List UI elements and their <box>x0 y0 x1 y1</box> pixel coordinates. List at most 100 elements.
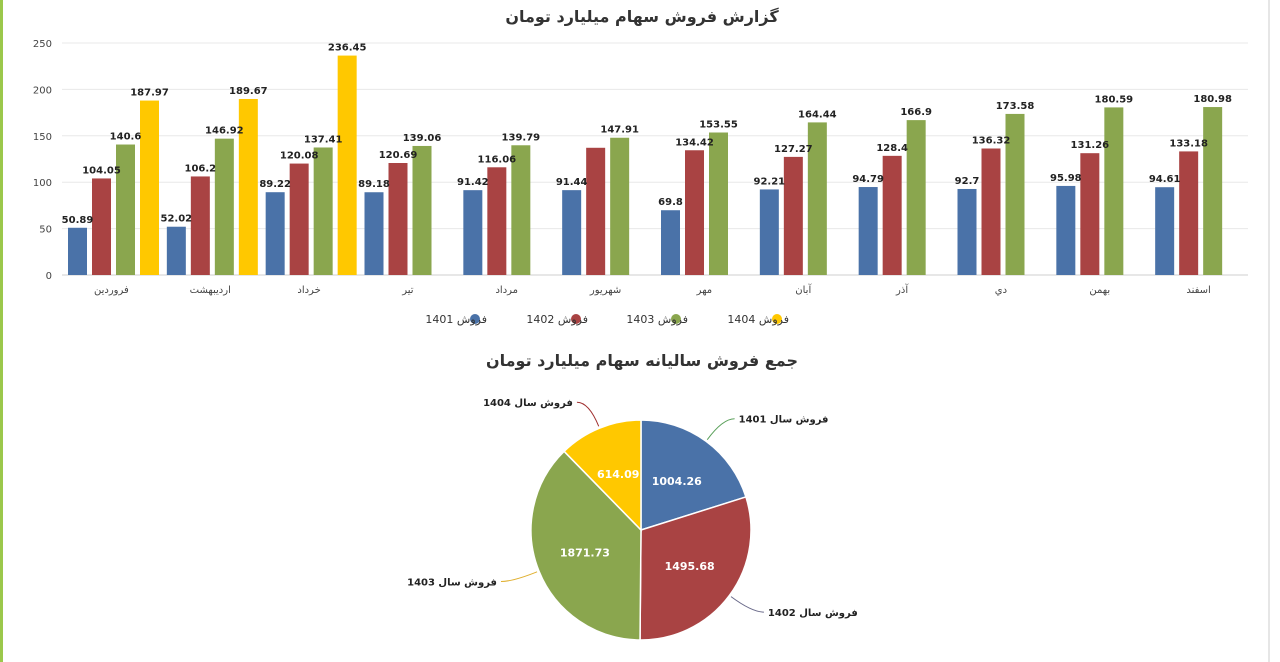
bar-value-label: 116.06 <box>478 154 517 165</box>
bar-1-1 <box>68 227 87 275</box>
pie-slice-name: فروش سال 1403 <box>407 578 497 589</box>
bar-1-8 <box>759 189 779 275</box>
pie-value-label: 1004.26 <box>652 475 702 488</box>
pie-slices <box>530 419 752 641</box>
bar-value-label: 92.21 <box>754 176 786 187</box>
bar-value-label: 127.27 <box>774 144 813 155</box>
bar-1-3 <box>265 192 285 275</box>
frame-left-border <box>0 0 3 662</box>
bar-y-tick-label: 50 <box>39 225 52 236</box>
legend-label: فروش 1401 <box>425 313 487 326</box>
bar-value-label: 173.58 <box>996 101 1035 112</box>
bar-value-label: 95.98 <box>1050 173 1082 184</box>
legend-marker <box>470 314 480 324</box>
bar-value-label: 106.2 <box>185 163 217 174</box>
bar-value-label: 136.32 <box>972 135 1011 146</box>
bar-1-9 <box>858 187 878 275</box>
bar-legend: فروش 1401 فروش 1402 فروش 1403 فروش 1404 <box>425 313 789 326</box>
bar-value-label: 137.41 <box>304 134 343 145</box>
bar-value-label: 147.91 <box>600 125 639 136</box>
bar-2-10 <box>981 148 1001 275</box>
bar-2-3 <box>289 163 309 275</box>
bar-x-ticks: فروردین اردیبهشت خرداد تیر مرداد شهریور مهر آبا… <box>94 283 1211 296</box>
pie-chart-title: جمع فروش سالیانه سهام میلیارد تومان <box>486 351 798 370</box>
bar-x-tick-label: اسفند <box>1186 285 1210 296</box>
pie-value-label: 1871.73 <box>560 547 610 560</box>
bar-1-2 <box>166 226 186 275</box>
bar-value-label: 50.89 <box>62 215 94 226</box>
bar-bars <box>68 55 1223 276</box>
legend-marker <box>772 314 782 324</box>
bar-2-4 <box>388 162 408 275</box>
bar-value-labels: 50.89 104.05 140.6 187.97 52.02 106.2 146.92 18… <box>62 43 1232 226</box>
bar-x-tick-label: مرداد <box>495 285 518 296</box>
bar-4-3 <box>337 55 357 275</box>
bar-3-7 <box>709 132 728 275</box>
legend-label: فروش 1403 <box>626 313 688 326</box>
bar-value-label: 180.98 <box>1193 94 1232 105</box>
bar-2-9 <box>882 155 902 275</box>
bar-1-11 <box>1056 185 1076 275</box>
bar-y-tick-label: 250 <box>33 39 52 50</box>
bar-3-4 <box>412 145 432 275</box>
bar-x-tick-label: تیر <box>401 285 414 296</box>
bar-3-1 <box>116 144 135 275</box>
pie-leader-line <box>500 571 538 583</box>
bar-value-label: 52.02 <box>161 214 193 225</box>
bar-x-tick-label: خرداد <box>297 285 320 296</box>
bar-3-8 <box>807 122 827 275</box>
bar-4-2 <box>238 98 258 275</box>
pie-leader-line <box>706 418 735 440</box>
bar-value-label: 92.7 <box>955 176 980 187</box>
bar-4-1 <box>140 100 159 275</box>
bar-1-4 <box>364 192 384 275</box>
pie-slice-names: فروش سال 1401 فروش سال 1402 فروش سال 1403 ف… <box>407 398 858 619</box>
bar-value-label: 89.18 <box>358 179 390 190</box>
bar-x-tick-label: بهمن <box>1089 285 1110 296</box>
bar-value-label: 120.08 <box>280 151 319 162</box>
bar-value-label: 139.06 <box>403 133 442 144</box>
bar-x-tick-label: فروردین <box>94 285 129 296</box>
bar-2-1 <box>92 178 111 275</box>
bar-3-12 <box>1203 107 1223 275</box>
bar-x-tick-label: دي <box>995 285 1007 296</box>
bar-value-label: 189.67 <box>229 86 268 97</box>
bar-value-label: 94.79 <box>852 174 884 185</box>
bar-value-label: 187.97 <box>130 88 169 99</box>
pie-value-label: 1495.68 <box>665 560 715 573</box>
bar-y-tick-label: 150 <box>33 132 52 143</box>
bar-chart-title: گزارش فروش سهام میلیارد تومان <box>505 7 779 26</box>
bar-3-10 <box>1005 113 1025 276</box>
pie-slice-4 <box>563 419 642 532</box>
bar-value-label: 134.42 <box>675 137 714 148</box>
bar-value-label: 91.42 <box>457 177 489 188</box>
bar-value-label: 133.18 <box>1169 138 1208 149</box>
bar-value-label: 120.69 <box>379 150 418 161</box>
bar-2-8 <box>783 156 803 275</box>
pie-slice-name: فروش سال 1404 <box>483 398 573 409</box>
bar-value-label: 164.44 <box>798 109 837 120</box>
pie-slice-2 <box>639 496 752 641</box>
bar-y-tick-label: 0 <box>46 271 52 282</box>
bar-x-tick-label: شهریور <box>589 285 621 296</box>
legend-marker <box>571 314 581 324</box>
bar-1-5 <box>463 190 483 275</box>
bar-value-label: 166.9 <box>900 107 932 118</box>
bar-value-label: 153.55 <box>699 120 738 131</box>
bar-value-label: 180.59 <box>1095 94 1134 105</box>
pie-value-label: 614.09 <box>597 468 639 481</box>
bar-3-2 <box>214 138 234 275</box>
bar-value-label: 131.26 <box>1071 140 1110 151</box>
bar-value-label: 69.8 <box>658 197 683 208</box>
bar-1-6 <box>562 190 582 275</box>
pie-leader-line <box>576 401 600 427</box>
legend-label: فروش 1404 <box>727 313 789 326</box>
bar-2-2 <box>190 176 210 275</box>
bar-1-12 <box>1155 187 1175 275</box>
bar-value-label: 89.22 <box>259 179 291 190</box>
bar-2-5 <box>487 167 507 275</box>
legend-label: فروش 1402 <box>526 313 588 326</box>
pie-slice-3 <box>530 450 642 641</box>
bar-2-11 <box>1080 153 1100 275</box>
